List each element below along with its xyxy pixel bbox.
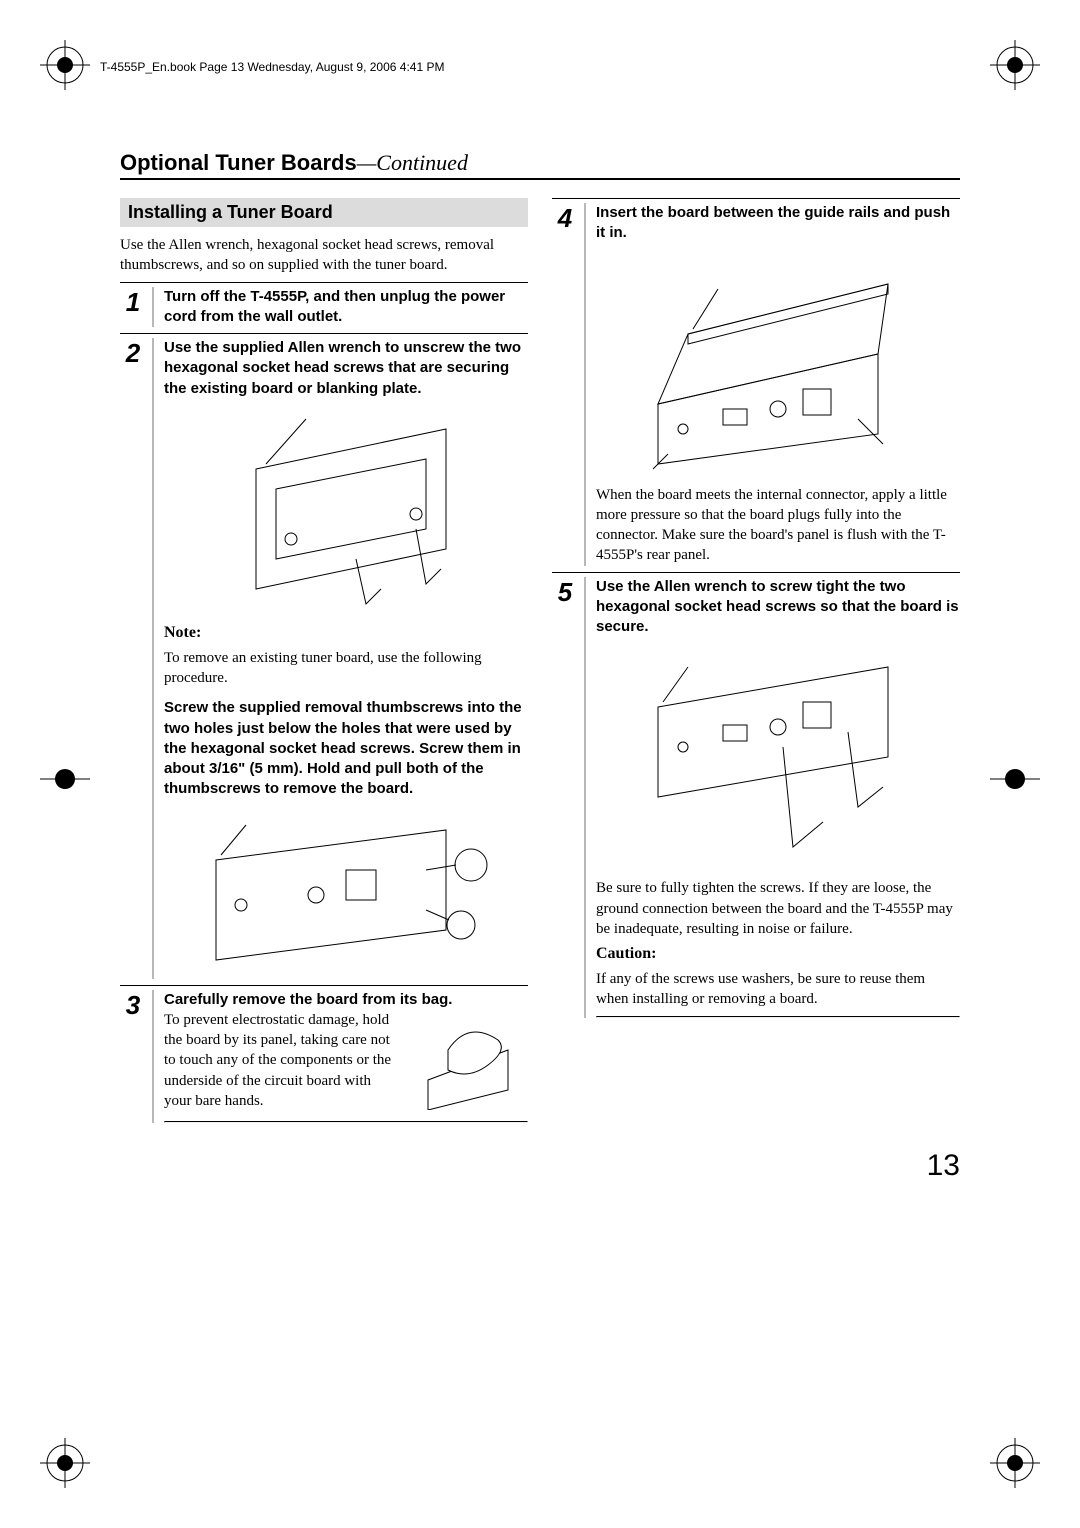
step-2: 2 Use the supplied Allen wrench to unscr… <box>120 333 528 979</box>
step-5: 5 Use the Allen wrench to screw tight th… <box>552 572 960 1018</box>
crop-mark-bottom-right <box>990 1438 1040 1488</box>
figure-hold-board <box>408 1010 528 1115</box>
step-number: 3 <box>120 990 154 1123</box>
caution-text: If any of the screws use washers, be sur… <box>596 969 960 1010</box>
right-column: 4 Insert the board between the guide rai… <box>552 198 960 1123</box>
step-3-title: Carefully remove the board from its bag. <box>164 990 528 1010</box>
crop-mark-mid-right <box>990 754 1040 804</box>
step-2-title: Use the supplied Allen wrench to unscrew… <box>164 338 528 399</box>
crop-mark-top-right <box>990 40 1040 90</box>
note-text: To remove an existing tuner board, use t… <box>164 648 528 689</box>
step-5-title: Use the Allen wrench to screw tight the … <box>596 577 960 638</box>
figure-tighten-screws <box>596 647 960 872</box>
step-4: 4 Insert the board between the guide rai… <box>552 198 960 566</box>
framemaker-header: T-4555P_En.book Page 13 Wednesday, Augus… <box>100 60 444 74</box>
intro-paragraph: Use the Allen wrench, hexagonal socket h… <box>120 235 528 276</box>
page-content: Optional Tuner Boards—Continued Installi… <box>120 150 960 1163</box>
title-rule <box>120 178 960 180</box>
figure-thumbscrews <box>164 810 528 975</box>
step-4-title: Insert the board between the guide rails… <box>596 203 960 244</box>
step-4-text: When the board meets the internal connec… <box>596 485 960 566</box>
figure-insert-board <box>596 254 960 479</box>
step-number: 1 <box>120 287 154 328</box>
two-columns: Installing a Tuner Board Use the Allen w… <box>120 198 960 1123</box>
step-3: 3 Carefully remove the board from its ba… <box>120 985 528 1123</box>
step-2-subbold: Screw the supplied removal thumbscrews i… <box>164 698 528 799</box>
left-column: Installing a Tuner Board Use the Allen w… <box>120 198 528 1123</box>
step-number: 4 <box>552 203 586 566</box>
section-continued: —Continued <box>357 150 468 175</box>
note-label: Note: <box>164 624 528 642</box>
step-number: 5 <box>552 577 586 1018</box>
subsection-heading: Installing a Tuner Board <box>120 198 528 227</box>
figure-board-unscrew <box>164 409 528 614</box>
page-number: 13 <box>927 1149 960 1183</box>
caution-label: Caution: <box>596 945 960 963</box>
crop-mark-bottom-left <box>40 1438 90 1488</box>
step-1-title: Turn off the T-4555P, and then unplug th… <box>164 287 528 328</box>
crop-mark-mid-left <box>40 754 90 804</box>
step-5-end-rule <box>596 1016 960 1018</box>
step-number: 2 <box>120 338 154 979</box>
section-title-text: Optional Tuner Boards <box>120 150 357 175</box>
step-1: 1 Turn off the T-4555P, and then unplug … <box>120 282 528 328</box>
section-title: Optional Tuner Boards—Continued <box>120 150 960 176</box>
step-3-text: To prevent electrostatic damage, hold th… <box>164 1010 398 1115</box>
step-5-text: Be sure to fully tighten the screws. If … <box>596 878 960 939</box>
crop-mark-top-left <box>40 40 90 90</box>
